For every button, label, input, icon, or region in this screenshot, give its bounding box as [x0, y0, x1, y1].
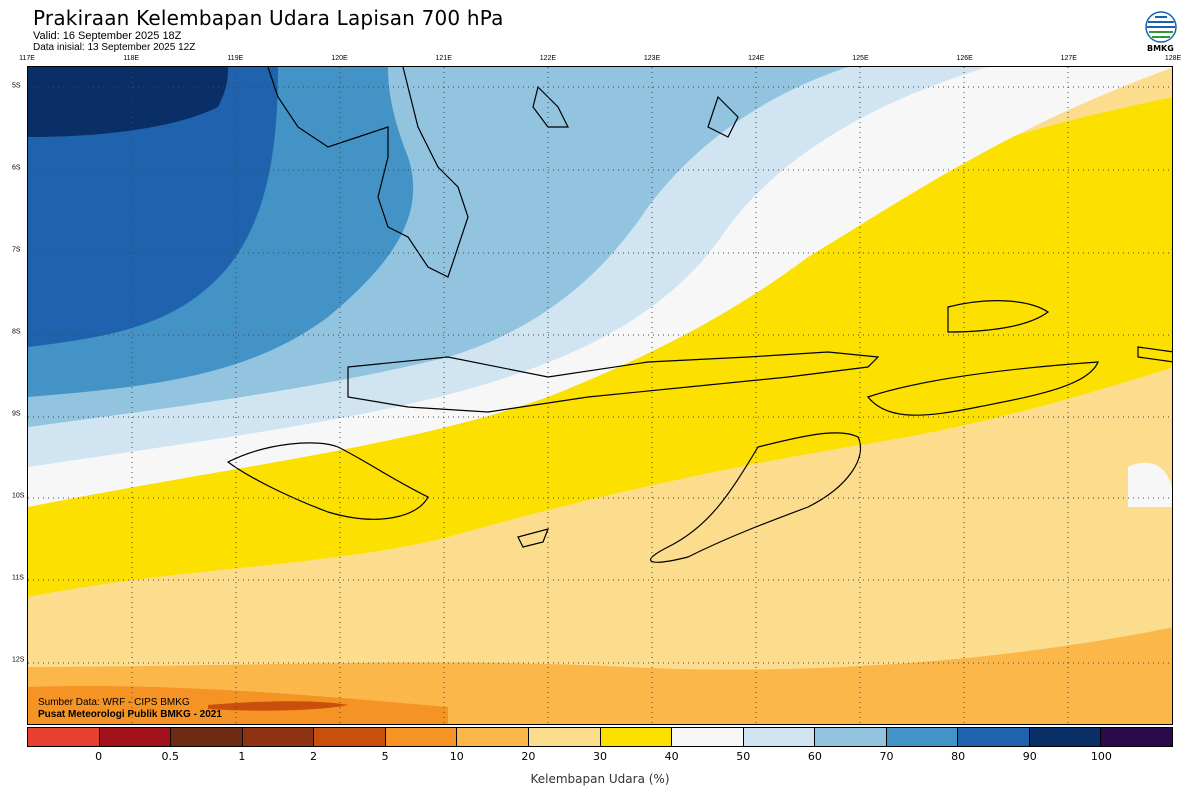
- longitude-label: 118E: [123, 55, 140, 62]
- humidity-field: [28, 67, 1172, 724]
- colorbar-swatch: [815, 728, 887, 746]
- colorbar-label: Kelembapan Udara (%): [530, 772, 670, 786]
- longitude-label: 117E: [19, 55, 35, 62]
- longitude-label: 120E: [331, 55, 348, 62]
- longitude-label: 122E: [539, 55, 557, 62]
- publisher-credit: Pusat Meteorologi Publik BMKG - 2021: [38, 709, 222, 720]
- latitude-label: 7S: [12, 246, 21, 254]
- longitude-label: 127E: [1060, 55, 1077, 62]
- latitude-label: 11S: [12, 574, 24, 582]
- colorbar-tick-label: 2: [310, 750, 317, 763]
- longitude-label: 119E: [227, 55, 244, 62]
- colorbar-swatch: [743, 728, 816, 746]
- colorbar-swatch: [99, 728, 172, 746]
- colorbar-tick-label: 30: [593, 750, 607, 763]
- map-title: Prakiraan Kelembapan Udara Lapisan 700 h…: [33, 6, 504, 30]
- initial-data-time: Data inisial: 13 September 2025 12Z: [33, 42, 196, 53]
- colorbar-swatch: [958, 728, 1030, 746]
- colorbar-swatch: [28, 728, 100, 746]
- colorbar-swatch: [171, 728, 243, 746]
- longitude-label: 124E: [748, 55, 765, 62]
- colorbar-swatch: [457, 728, 529, 746]
- colorbar-swatch: [528, 728, 601, 746]
- latitude-label: 6S: [12, 164, 21, 172]
- humidity-map: [27, 66, 1173, 725]
- colorbar-swatch: [385, 728, 458, 746]
- longitude-label: 123E: [643, 55, 661, 62]
- longitude-label: 126E: [956, 55, 973, 62]
- colorbar-tick-label: 50: [736, 750, 751, 763]
- data-source-credit: Sumber Data: WRF - CIPS BMKG: [38, 697, 190, 708]
- colorbar-swatch: [314, 728, 386, 746]
- bmkg-logo-icon: [1144, 10, 1178, 56]
- colorbar-tick-label: 80: [951, 750, 966, 763]
- colorbar-tick-label: 70: [879, 750, 894, 763]
- valid-time: Valid: 16 September 2025 18Z: [33, 30, 182, 42]
- colorbar-tick-label: 90: [1022, 750, 1037, 763]
- latitude-label: 12S: [12, 656, 25, 664]
- colorbar-swatch: [1029, 728, 1102, 746]
- graticule: [28, 67, 1172, 724]
- colorbar-tick-label: 20: [521, 750, 536, 763]
- colorbar-tick-label: 40: [664, 750, 679, 763]
- colorbar-tick-label: 60: [807, 750, 822, 763]
- colorbar-swatch: [1101, 728, 1172, 746]
- latitude-label: 5S: [12, 82, 21, 90]
- colorbar: [27, 727, 1173, 747]
- longitude-label: 121E: [435, 55, 452, 62]
- colorbar-tick-label: 1: [238, 750, 246, 763]
- latitude-label: 9S: [12, 410, 21, 418]
- colorbar-swatch: [672, 728, 744, 746]
- colorbar-swatch: [886, 728, 959, 746]
- logo-text: BMKG: [1147, 44, 1174, 53]
- colorbar-tick-label: 10: [449, 750, 464, 763]
- coastlines: [226, 67, 1172, 563]
- colorbar-tick-label: 100: [1090, 750, 1112, 763]
- colorbar-tick-label: 0.5: [161, 750, 180, 763]
- colorbar-swatch: [600, 728, 673, 746]
- colorbar-tick-label: 0: [95, 750, 103, 763]
- colorbar-tick-label: 5: [381, 750, 389, 763]
- colorbar-swatch: [242, 728, 315, 746]
- latitude-label: 10S: [12, 492, 25, 500]
- latitude-label: 8S: [12, 328, 21, 336]
- longitude-label: 125E: [852, 55, 869, 62]
- longitude-label: 128E: [1164, 55, 1182, 62]
